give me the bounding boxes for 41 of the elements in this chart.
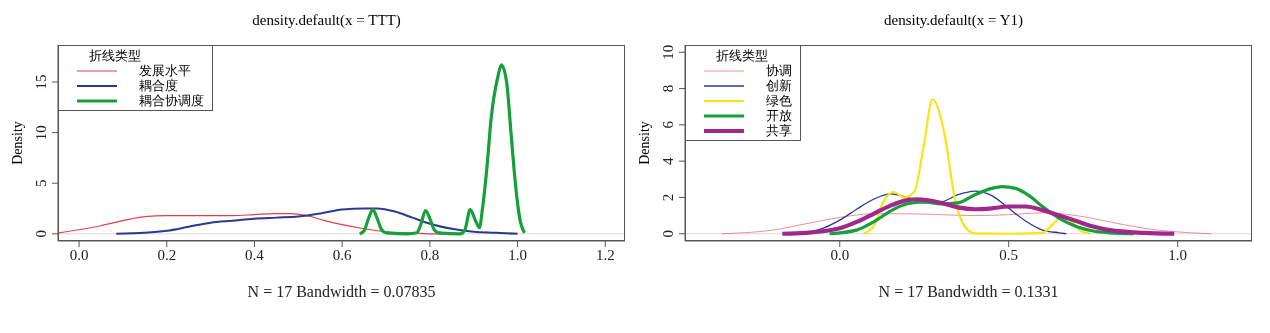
x-tick-label: 1.0 bbox=[1168, 246, 1188, 263]
y-axis-title: Density bbox=[637, 121, 652, 165]
y-tick-label: 0 bbox=[33, 230, 49, 238]
line-series bbox=[115, 207, 519, 235]
x-tick-label: 0.5 bbox=[999, 246, 1019, 263]
x-tick-label: 0.0 bbox=[830, 246, 850, 263]
x-tick-label: 1.2 bbox=[595, 246, 615, 263]
y-tick-label: 10 bbox=[33, 125, 49, 141]
x-axis-title: N = 17 Bandwidth = 0.1331 bbox=[878, 283, 1059, 300]
legend-label: 创新 bbox=[766, 78, 792, 93]
x-tick-label: 0.4 bbox=[245, 246, 265, 263]
legend-label: 绿色 bbox=[766, 93, 792, 108]
x-tick-label: 0.2 bbox=[157, 246, 177, 263]
line-series bbox=[358, 63, 527, 236]
legend-label: 协调 bbox=[766, 63, 792, 78]
y-tick-label: 10 bbox=[660, 44, 676, 60]
chart-title: density.default(x = TTT) bbox=[251, 12, 402, 29]
x-tick-label: 0.0 bbox=[69, 246, 89, 263]
legend-title: 折线类型 bbox=[88, 48, 142, 63]
legend-label: 耦合协调度 bbox=[139, 93, 204, 108]
line-series bbox=[721, 212, 1212, 235]
y-tick-label: 15 bbox=[33, 74, 49, 90]
legend-label: 共享 bbox=[766, 123, 792, 138]
x-axis-title: N = 17 Bandwidth = 0.07835 bbox=[247, 283, 436, 300]
line-series bbox=[780, 197, 1177, 236]
y-tick-label: 8 bbox=[660, 84, 676, 93]
legend-label: 发展水平 bbox=[139, 63, 191, 78]
chart-title: density.default(x = Y1) bbox=[883, 12, 1024, 29]
y-tick-label: 0 bbox=[660, 229, 676, 238]
y-tick-label: 6 bbox=[660, 120, 676, 129]
y-tick-label: 2 bbox=[660, 193, 676, 202]
legend-title: 折线类型 bbox=[715, 48, 769, 63]
legend-label: 开放 bbox=[766, 108, 792, 123]
legend-label: 耦合度 bbox=[139, 78, 178, 93]
y-axis-title: Density bbox=[10, 121, 25, 165]
y-tick-label: 5 bbox=[33, 179, 49, 187]
y-tick-label: 4 bbox=[660, 156, 676, 165]
x-tick-label: 1.0 bbox=[508, 246, 527, 263]
line-series bbox=[862, 98, 1091, 235]
x-tick-label: 0.6 bbox=[332, 246, 353, 263]
x-tick-label: 0.8 bbox=[420, 246, 440, 263]
